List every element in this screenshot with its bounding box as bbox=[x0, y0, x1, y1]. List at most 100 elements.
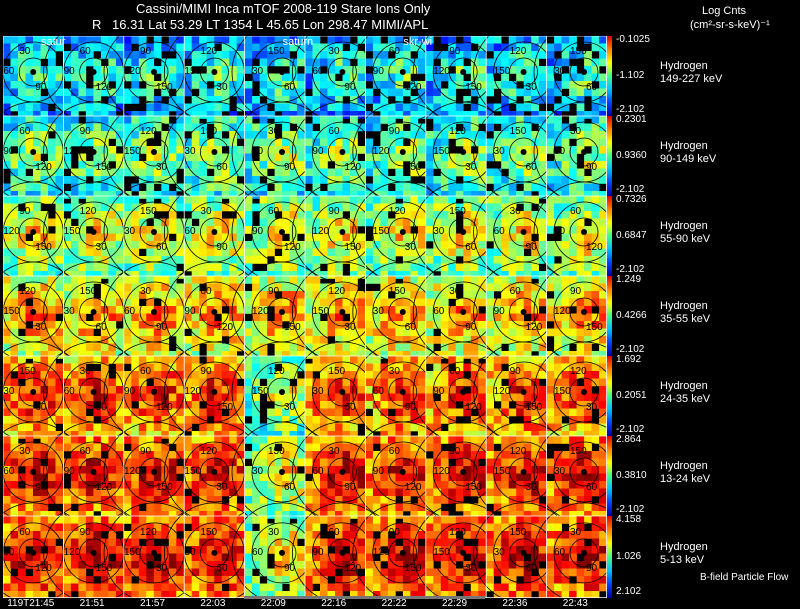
pixel-cell bbox=[25, 431, 34, 439]
pixel-cell bbox=[576, 123, 585, 132]
pixel-cell bbox=[184, 408, 192, 417]
contour-label: 30 bbox=[124, 226, 136, 237]
pixel-cell bbox=[161, 196, 170, 204]
pixel-cell bbox=[55, 408, 64, 417]
pixel-cell bbox=[455, 378, 464, 387]
pixel-cell bbox=[531, 168, 539, 177]
pixel-cell bbox=[561, 183, 570, 192]
pixel-cell bbox=[546, 138, 555, 147]
pixel-cell bbox=[335, 43, 343, 52]
pixel-cell bbox=[138, 313, 147, 322]
pixel-cell bbox=[115, 371, 124, 379]
pixel-cell bbox=[63, 321, 72, 329]
pixel-cell bbox=[40, 211, 49, 219]
pixel-cell bbox=[25, 436, 34, 444]
pixel-cell bbox=[538, 191, 547, 199]
pixel-cell bbox=[78, 276, 87, 284]
pixel-cell bbox=[115, 401, 124, 409]
pixel-cell bbox=[327, 401, 336, 409]
pixel-cell bbox=[236, 291, 245, 299]
pixel-cell bbox=[523, 271, 532, 279]
pixel-cell bbox=[115, 283, 124, 292]
pixel-cell bbox=[516, 58, 524, 67]
pixel-cell bbox=[176, 481, 185, 489]
contour-label: 150 bbox=[405, 162, 422, 173]
pixel-cell bbox=[327, 423, 336, 432]
pixel-cell bbox=[463, 351, 472, 359]
pixel-cell bbox=[455, 351, 464, 359]
pixel-cell bbox=[417, 291, 426, 299]
pixel-cell bbox=[387, 473, 396, 482]
pixel-cell bbox=[380, 306, 389, 314]
pixel-cell bbox=[244, 161, 253, 169]
pixel-cell bbox=[244, 503, 253, 512]
pixel-cell bbox=[70, 96, 79, 104]
pixel-cell bbox=[78, 131, 87, 139]
pixel-cell bbox=[342, 481, 351, 489]
pixel-cell bbox=[470, 203, 479, 212]
pixel-cell bbox=[342, 298, 351, 307]
pixel-cell bbox=[486, 153, 494, 162]
pixel-cell bbox=[576, 423, 585, 432]
pixel-cell bbox=[395, 408, 404, 417]
pixel-cell bbox=[289, 343, 298, 352]
pixel-cell bbox=[584, 351, 592, 359]
pixel-cell bbox=[448, 211, 457, 219]
pixel-cell bbox=[584, 291, 592, 299]
pixel-cell bbox=[138, 423, 147, 432]
pixel-cell bbox=[433, 211, 442, 219]
pixel-cell bbox=[591, 378, 600, 387]
pixel-cell bbox=[206, 116, 215, 124]
pixel-cell bbox=[48, 81, 56, 89]
pixel-cell bbox=[576, 283, 585, 292]
pixel-cell bbox=[115, 503, 124, 512]
pixel-cell bbox=[342, 111, 351, 119]
pixel-cell bbox=[146, 451, 155, 459]
pixel-cell bbox=[357, 241, 366, 249]
saturn-marker bbox=[211, 389, 218, 395]
pixel-cell bbox=[342, 343, 351, 352]
pixel-cell bbox=[108, 298, 117, 307]
pixel-cell bbox=[372, 168, 381, 177]
pixel-cell bbox=[259, 211, 268, 219]
pixel-cell bbox=[402, 51, 411, 59]
pixel-cell bbox=[259, 153, 268, 162]
pixel-cell bbox=[161, 466, 170, 474]
pixel-cell bbox=[478, 103, 487, 112]
pixel-cell bbox=[335, 283, 343, 292]
pixel-cell bbox=[561, 43, 570, 52]
pixel-cell bbox=[417, 393, 426, 402]
pixel-cell bbox=[372, 356, 381, 364]
pixel-cell bbox=[440, 263, 449, 272]
pixel-cell bbox=[425, 408, 434, 417]
pitch-angle-contour bbox=[327, 57, 357, 87]
pixel-cell bbox=[10, 351, 19, 359]
pixel-cell bbox=[78, 138, 87, 147]
pixel-cell bbox=[206, 103, 215, 112]
pixel-cell bbox=[561, 218, 570, 227]
pixel-cell bbox=[70, 123, 79, 132]
pixel-cell bbox=[305, 103, 313, 112]
pixel-cell bbox=[55, 276, 64, 284]
pixel-cell bbox=[305, 256, 313, 264]
pixel-cell bbox=[508, 386, 517, 394]
pixel-cell bbox=[327, 386, 336, 394]
pixel-cell bbox=[417, 356, 426, 364]
pixel-cell bbox=[70, 473, 79, 482]
pixel-cell bbox=[153, 191, 162, 199]
pixel-cell bbox=[267, 386, 275, 394]
pixel-cell bbox=[320, 73, 328, 82]
pixel-cell bbox=[433, 103, 442, 112]
pixel-cell bbox=[184, 146, 192, 154]
pixel-cell bbox=[312, 81, 321, 89]
pixel-cell bbox=[508, 248, 517, 257]
pixel-cell bbox=[236, 423, 245, 432]
pixel-cell bbox=[455, 306, 464, 314]
contour-label: 60 bbox=[184, 226, 196, 237]
pixel-cell bbox=[282, 146, 290, 154]
pixel-cell bbox=[546, 43, 555, 52]
pixel-cell bbox=[146, 313, 155, 322]
pixel-cell bbox=[320, 271, 328, 279]
pixel-cell bbox=[417, 146, 426, 154]
pixel-cell bbox=[146, 88, 155, 97]
